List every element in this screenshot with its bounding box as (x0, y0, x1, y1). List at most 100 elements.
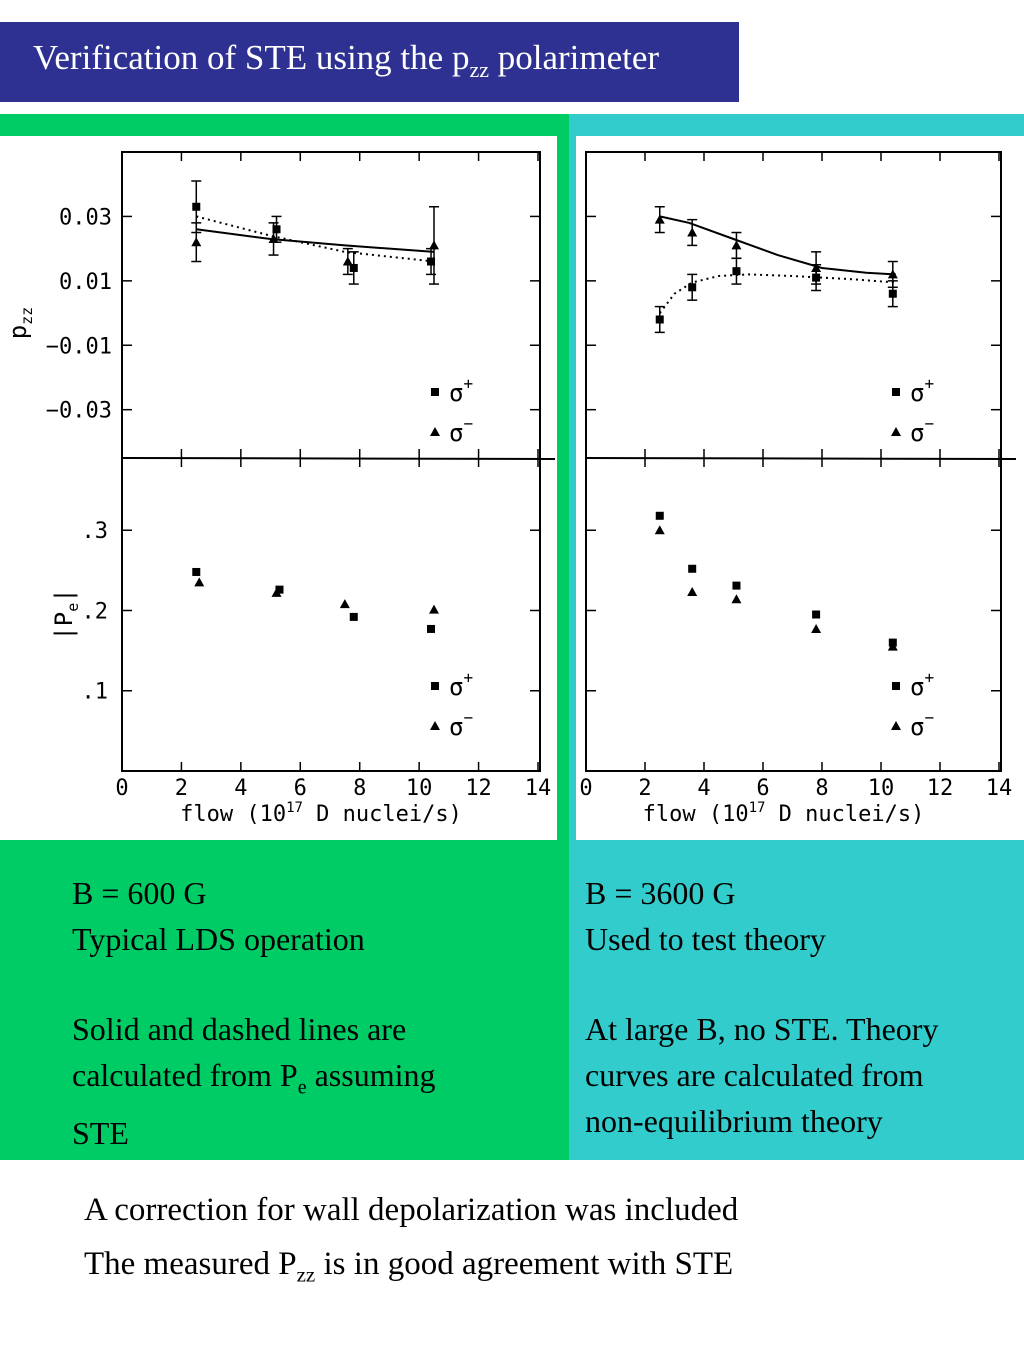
c2-legend-label-base: σ (910, 379, 924, 407)
c2-top-point-square (888, 289, 897, 298)
c1-bottom-point-square (349, 612, 358, 621)
c1-legend-label: σ+ (449, 668, 473, 701)
right-chart-frame: 0 2 4 6 8 10 12 14 flow (1017 D nuclei/s) σ+ σ− σ+ σ… (576, 136, 1024, 840)
c2-plot-frame (585, 151, 1002, 772)
c1-legend-label-base: σ (449, 713, 463, 741)
c2-legend-marker-square (892, 682, 900, 690)
title-sub: zz (469, 57, 489, 82)
c1-top-point-square (272, 225, 281, 234)
c2-bottom-point-triangle (731, 594, 742, 604)
left-caption-mode: Typical LDS operation (72, 921, 365, 957)
footer-line-2-sub: zz (296, 1262, 316, 1287)
right-caption-desc-2: curves are calculated from (585, 1057, 924, 1093)
c1-bottom-point-triangle (194, 577, 205, 587)
c1-legend-marker-triangle (430, 721, 440, 730)
footer-line-2-post: is in good agreement with STE (315, 1246, 734, 1282)
c2-legend-label-sup: + (924, 374, 934, 393)
c1-bottom-point-triangle (271, 587, 282, 597)
c2-bottom-point-triangle (654, 525, 665, 535)
left-caption-desc-2-post: assuming (306, 1057, 436, 1093)
left-caption-desc-1: Solid and dashed lines are (72, 1011, 407, 1047)
c1-legend-label: σ+ (449, 374, 473, 407)
c1-y-axis-label-top-sub: zz (18, 307, 36, 325)
c1-x-tick-label: 4 (234, 776, 247, 801)
c2-bottom-point-square (655, 511, 664, 520)
left-caption-desc-2-sub: e (297, 1076, 307, 1099)
c2-bottom-point-triangle (687, 587, 698, 597)
c1-legend-marker-square (431, 682, 439, 690)
c2-bottom-point-square (688, 564, 697, 573)
c2-legend-label-base: σ (910, 419, 924, 447)
c1-bottom-point-square (427, 624, 436, 633)
c1-top-point-triangle (191, 237, 202, 247)
c2-x-tick-label: 10 (868, 776, 895, 801)
c1-x-axis-label-post: D nuclei/s) (303, 802, 462, 827)
c1-legend-label-base: σ (449, 419, 463, 447)
c2-x-tick-label: 12 (927, 776, 954, 801)
c1-x-axis-label-pre: flow (10 (180, 802, 286, 827)
c2-top-point-triangle (687, 227, 698, 237)
c2-legend-label: σ− (910, 414, 934, 447)
c1-top-point-square (427, 257, 436, 266)
title-tail: polarimeter (488, 38, 660, 77)
c1-bottom-point-triangle (429, 604, 439, 614)
c1-legend-label: σ− (449, 414, 473, 447)
c2-bottom-point-triangle (811, 623, 822, 633)
c1-y-tick-label: −0.03 (46, 399, 112, 424)
c1-legend-label-sup: − (463, 708, 473, 727)
page-title: Verification of STE using the pzz polari… (0, 22, 739, 102)
c2-top-point-triangle (654, 214, 665, 224)
c1-legend-label-base: σ (449, 379, 463, 407)
c2-top-point-square (688, 283, 697, 292)
c2-legend-label-sup: + (924, 668, 934, 687)
c1-y-tick-label: 0.01 (59, 270, 112, 295)
c2-legend-marker-triangle (891, 427, 901, 436)
c1-y-tick-label: −0.01 (46, 334, 112, 359)
right-caption: B = 3600 G Used to test theory At large … (585, 870, 938, 1144)
c1-y-tick-label: .2 (82, 599, 109, 624)
c2-curve-solid (659, 215, 896, 276)
c1-top-point-square (192, 202, 201, 211)
c2-bottom-point-triangle (887, 641, 898, 651)
c2-top-point-triangle (811, 262, 822, 272)
c1-panel-divider (121, 457, 556, 460)
c1-y-tick-label: .3 (82, 519, 109, 544)
footer-line-2: The measured Pzz is in good agreement wi… (84, 1246, 733, 1288)
c1-curve-solid (196, 228, 435, 253)
c1-legend-label-sup: + (463, 374, 473, 393)
c1-y-axis-label-top: pzz (4, 307, 36, 340)
title-main: Verification of STE using the p (33, 38, 470, 77)
c1-bottom-point-triangle (339, 599, 350, 609)
c1-bottom-point-square (192, 567, 201, 576)
c1-legend-label-sup: − (463, 414, 473, 433)
c2-x-tick-label: 0 (579, 776, 592, 801)
c1-top-point-triangle (342, 256, 353, 266)
footer-line-2-pre: The measured P (84, 1246, 297, 1282)
right-caption-desc-3: non-equilibrium theory (585, 1103, 883, 1139)
left-caption-desc-2: calculated from Pe assuming (72, 1052, 435, 1110)
c1-y-axis-label-top-main: p (4, 325, 32, 339)
left-caption-desc-3: STE (72, 1115, 129, 1152)
c1-legend-marker-square (431, 388, 439, 396)
c1-top-point-triangle (268, 233, 279, 243)
c2-legend-label-sup: − (924, 414, 934, 433)
c1-y-axis-label-bottom-main: |P (50, 612, 78, 641)
c1-x-axis-label: flow (1017 D nuclei/s) (180, 800, 462, 827)
left-caption-desc-2-pre: calculated from P (72, 1057, 298, 1093)
c1-y-tick-label: .1 (82, 680, 109, 705)
c2-top-point-triangle (731, 240, 742, 250)
c1-x-axis-label-sup: 17 (286, 800, 303, 816)
c1-x-tick-label: 12 (465, 776, 492, 801)
c2-x-axis-label-sup: 17 (749, 800, 766, 816)
c1-legend-label: σ− (449, 708, 473, 741)
c2-legend-marker-triangle (891, 721, 901, 730)
c2-curve-dotted (659, 273, 896, 314)
c1-legend-label-sup: + (463, 668, 473, 687)
c2-legend-label-base: σ (910, 673, 924, 701)
c2-bottom-point-square (732, 581, 741, 590)
right-caption-desc-1: At large B, no STE. Theory (585, 1011, 939, 1047)
footer-line-1: A correction for wall depolarization was… (84, 1192, 739, 1228)
c1-x-tick-label: 2 (175, 776, 188, 801)
c1-curve-dotted (196, 215, 435, 263)
